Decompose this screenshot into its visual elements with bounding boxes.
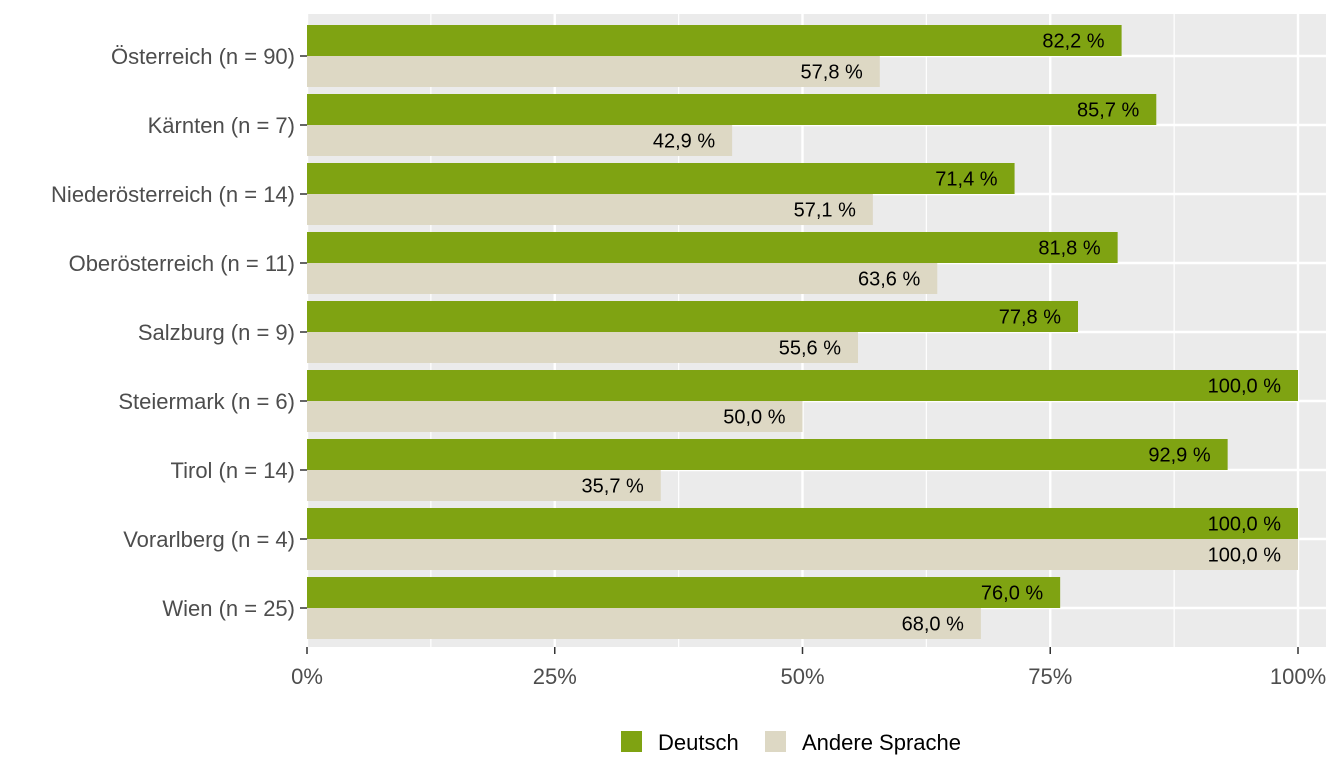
bar-andere-sprache: [307, 125, 733, 156]
y-tick-label: Vorarlberg (n = 4): [123, 527, 295, 552]
bar-andere-sprache: [307, 539, 1298, 570]
bar-andere-sprache: [307, 332, 858, 363]
bar-andere-sprache: [307, 608, 981, 639]
bar-deutsch: [307, 370, 1298, 401]
bar-value-label: 100,0 %: [1208, 545, 1282, 567]
bar-deutsch: [307, 577, 1061, 608]
bar-value-label: 68,0 %: [902, 614, 964, 636]
bar-deutsch: [307, 25, 1122, 56]
bar-value-label: 85,7 %: [1077, 100, 1139, 122]
bar-value-label: 71,4 %: [935, 169, 997, 191]
x-tick-label: 0%: [291, 664, 323, 689]
x-tick-label: 75%: [1028, 664, 1072, 689]
bar-value-label: 55,6 %: [779, 338, 841, 360]
bar-deutsch: [307, 232, 1118, 263]
bars: [307, 25, 1298, 639]
bar-value-label: 42,9 %: [653, 131, 715, 153]
x-tick-label: 100%: [1270, 664, 1326, 689]
y-axis: Österreich (n = 90) Kärnten (n = 7) Nieder…: [51, 44, 307, 621]
y-tick-label: Steiermark (n = 6): [118, 389, 295, 414]
bar-value-label: 76,0 %: [981, 583, 1043, 605]
y-tick-label: Österreich (n = 90): [111, 44, 295, 69]
y-tick-label: Tirol (n = 14): [170, 458, 295, 483]
y-tick-label: Wien (n = 25): [162, 596, 295, 621]
y-tick-label: Kärnten (n = 7): [148, 113, 295, 138]
legend-label: Deutsch: [658, 730, 739, 755]
bar-andere-sprache: [307, 263, 938, 294]
legend-label: Andere Sprache: [802, 730, 961, 755]
bar-andere-sprache: [307, 470, 661, 501]
x-tick-label: 25%: [533, 664, 577, 689]
y-tick-label: Oberösterreich (n = 11): [69, 251, 295, 276]
bar-value-label: 50,0 %: [723, 407, 785, 429]
bar-value-label: 82,2 %: [1042, 31, 1104, 53]
x-axis: 0% 25% 50% 75% 100%: [291, 647, 1326, 689]
bar-value-label: 92,9 %: [1148, 445, 1210, 467]
bar-andere-sprache: [307, 194, 873, 225]
legend: Deutsch Andere Sprache: [621, 730, 961, 755]
bar-value-label: 57,8 %: [801, 62, 863, 84]
bar-value-label: 100,0 %: [1208, 514, 1282, 536]
legend-key-deutsch: [621, 731, 642, 752]
bar-value-label: 57,1 %: [794, 200, 856, 222]
legend-key-andere-sprache: [765, 731, 786, 752]
bar-value-label: 77,8 %: [999, 307, 1061, 329]
bar-deutsch: [307, 439, 1228, 470]
bar-deutsch: [307, 163, 1015, 194]
y-tick-label: Niederösterreich (n = 14): [51, 182, 295, 207]
bar-deutsch: [307, 508, 1298, 539]
y-tick-label: Salzburg (n = 9): [138, 320, 295, 345]
bar-value-label: 81,8 %: [1038, 238, 1100, 260]
bar-value-label: 35,7 %: [582, 476, 644, 498]
bar-andere-sprache: [307, 401, 803, 432]
x-tick-label: 50%: [780, 664, 824, 689]
bar-andere-sprache: [307, 56, 880, 87]
bar-labels: 82,2 % 57,8 % 85,7 % 42,9 % 71,4 % 57,1 % 81,8…: [582, 31, 1282, 636]
bar-value-label: 100,0 %: [1208, 376, 1282, 398]
bar-value-label: 63,6 %: [858, 269, 920, 291]
bar-deutsch: [307, 301, 1078, 332]
bar-deutsch: [307, 94, 1157, 125]
